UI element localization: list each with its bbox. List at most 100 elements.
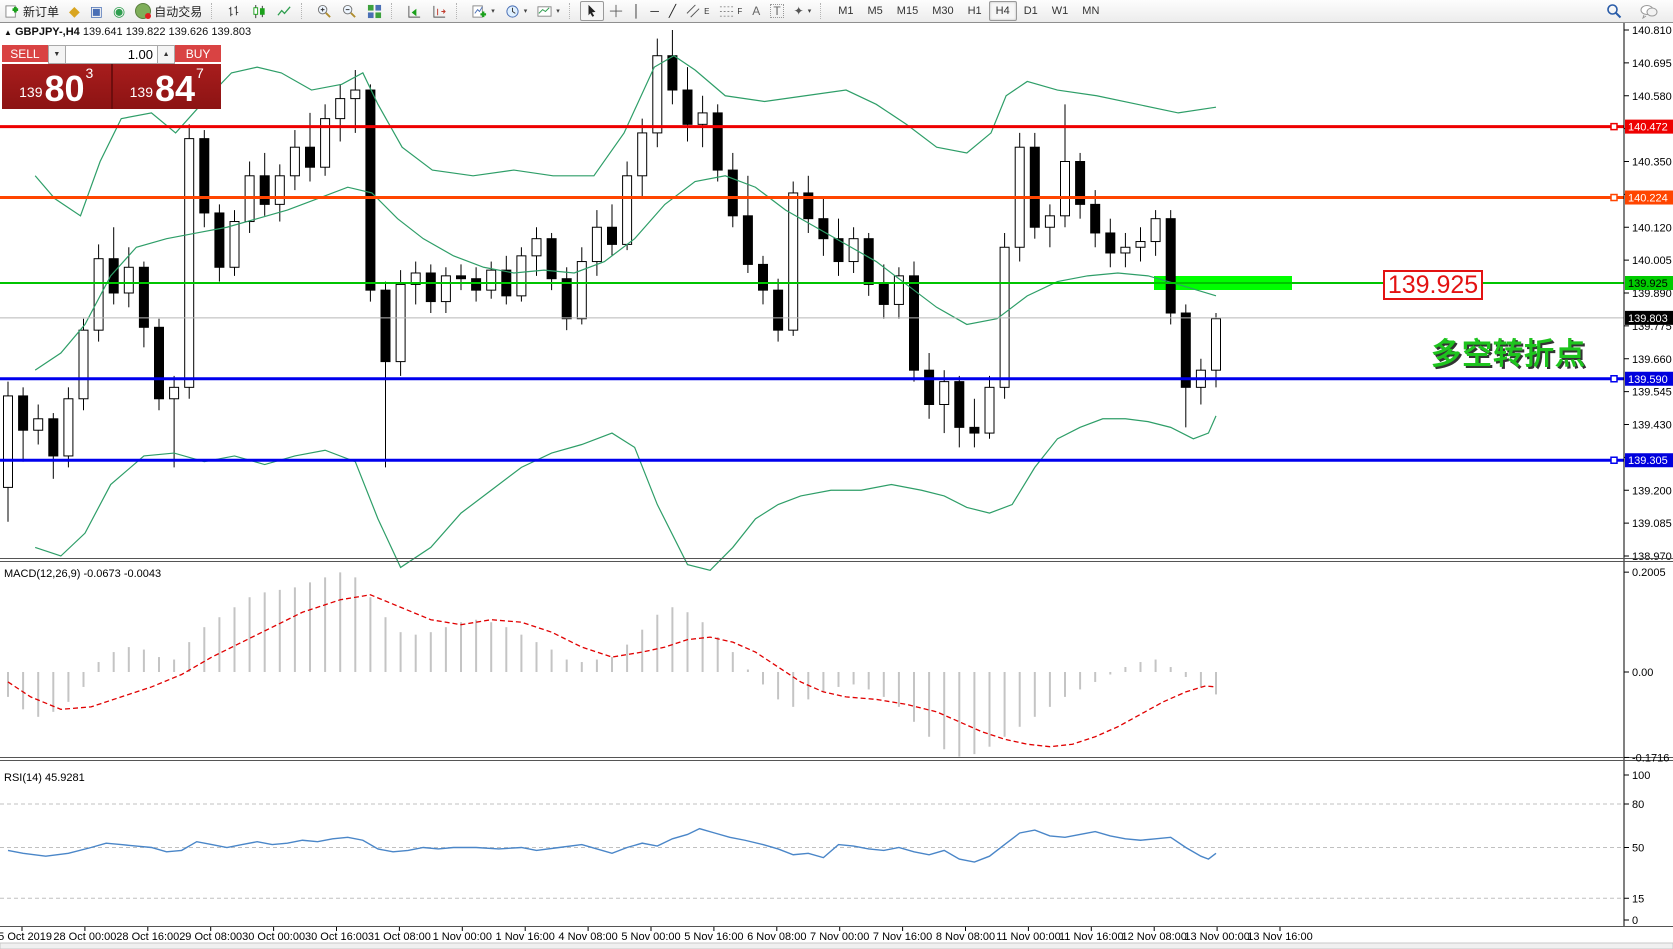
macd-panel: MACD(12,26,9) -0.0673 -0.0043 0.2005 0.00 -… [4,567,1669,764]
timeframe-d1[interactable]: D1 [1023,5,1038,17]
svg-text:15: 15 [1632,893,1644,905]
sell-price-pip: 3 [85,65,94,81]
collapse-arrow-icon[interactable]: ▲ [4,28,12,37]
zoom-out-button[interactable] [337,1,362,21]
symbol-name: GBPJPY-,H4 [14,26,80,38]
signals-button[interactable]: ◉ [108,1,130,21]
timeframe-w1[interactable]: W1 [1051,5,1069,17]
svg-text:100: 100 [1632,770,1650,782]
toolbar-separator [456,3,464,19]
new-chart-button[interactable]: ▣ [85,1,108,21]
sell-price-prefix: 139 [19,84,43,100]
trendline-button[interactable]: ╱ [664,1,681,21]
svg-text:139.305: 139.305 [1628,455,1668,467]
svg-text:140.580: 140.580 [1632,91,1672,103]
horizontal-scrollbar [0,942,1673,949]
new-order-button[interactable]: 新订单 [0,1,64,21]
horizontal-line-icon: ─ [650,4,659,18]
sell-price[interactable]: 139 80 3 [2,64,113,109]
fibonacci-button[interactable]: F [714,1,747,21]
volume-down-button[interactable]: ▼ [47,45,66,64]
timeframe-m5[interactable]: M5 [867,5,883,17]
svg-text:29 Oct 08:00: 29 Oct 08:00 [179,931,242,943]
chevron-down-icon: ▾ [491,8,495,15]
new-order-icon [5,4,19,18]
svg-text:28 Oct 00:00: 28 Oct 00:00 [53,931,116,943]
svg-text:13 Nov 00:00: 13 Nov 00:00 [1184,931,1249,943]
toolbar-separator [820,3,828,19]
toolbar-separator [568,3,577,19]
text-label-button[interactable]: T [765,1,788,21]
line-chart-icon [277,5,291,16]
auto-trading-icon [135,3,152,19]
equidistant-channel-button[interactable]: E [681,1,714,21]
line-chart-button[interactable] [272,1,297,21]
templates-button[interactable]: ▾ [532,1,565,21]
text-icon: A [752,4,761,18]
chat-button[interactable] [1635,1,1663,21]
svg-text:140.695: 140.695 [1632,58,1672,70]
indicators-button[interactable]: ▾ [467,1,500,21]
cursor-button[interactable] [579,1,604,21]
chart-shift-button[interactable] [427,1,452,21]
timeframe-m15[interactable]: M15 [896,5,919,17]
svg-text:1 Nov 00:00: 1 Nov 00:00 [433,931,492,943]
vertical-line-icon: │ [632,4,641,18]
timeframe-m30[interactable]: M30 [932,5,954,17]
volume-up-button[interactable]: ▲ [157,45,176,64]
buy-price[interactable]: 139 84 7 [113,64,222,109]
search-icon [1607,4,1622,19]
zoom-in-button[interactable] [312,1,337,21]
svg-text:139.590: 139.590 [1628,374,1668,386]
candle-chart-button[interactable] [247,1,272,21]
candle-chart-icon [253,4,265,18]
svg-text:0: 0 [1632,915,1638,927]
periods-button[interactable]: ▾ [500,1,533,21]
one-click-trading-panel: SELL ▼ ▲ BUY 139 80 3 139 84 7 [2,45,221,109]
timeframe-mn[interactable]: MN [1082,5,1100,17]
quote-close: 139.803 [211,26,252,38]
svg-text:25 Oct 2019: 25 Oct 2019 [0,931,52,943]
zoom-in-icon [318,4,332,18]
svg-text:139.200: 139.200 [1632,485,1672,497]
arrows-button[interactable]: ✦ ▾ [789,1,817,21]
tile-windows-button[interactable] [362,1,387,21]
timeframe-h1[interactable]: H1 [967,5,982,17]
svg-text:11 Nov 00:00: 11 Nov 00:00 [996,931,1061,943]
svg-text:140.120: 140.120 [1632,222,1672,234]
svg-text:-0.1716: -0.1716 [1632,752,1669,764]
vertical-line-button[interactable]: │ [628,1,646,21]
new-order-label: 新订单 [23,4,60,19]
horizontal-line-button[interactable]: ─ [645,1,664,21]
text-button[interactable]: A [747,1,765,21]
auto-trading-button[interactable]: 自动交易 [130,1,207,21]
toolbar: 新订单 ◆ ▣ ◉ 自动交易 ▾ [0,0,1673,23]
bar-chart-button[interactable] [222,1,247,21]
svg-text:80: 80 [1632,799,1644,811]
svg-text:139.890: 139.890 [1632,288,1672,300]
svg-text:5 Nov 00:00: 5 Nov 00:00 [621,931,680,943]
profiles-button[interactable]: ◆ [64,1,85,21]
channel-letter: E [704,6,710,16]
svg-text:1 Nov 16:00: 1 Nov 16:00 [496,931,555,943]
sell-button[interactable]: SELL [2,45,48,64]
volume-input[interactable] [66,45,157,64]
text-label-icon: T [770,4,784,18]
timeframe-h4[interactable]: H4 [988,1,1017,21]
auto-scroll-button[interactable] [402,1,427,21]
svg-text:140.005: 140.005 [1632,255,1672,267]
timeframe-m1[interactable]: M1 [838,5,854,17]
search-button[interactable] [1601,1,1627,21]
svg-text:140.810: 140.810 [1632,25,1672,37]
svg-text:12 Nov 08:00: 12 Nov 08:00 [1121,931,1186,943]
buy-button[interactable]: BUY [175,45,221,64]
clock-icon [506,4,519,18]
chat-icon [1640,5,1658,19]
signals-icon: ◉ [113,3,126,19]
macd-signal-line [7,594,1217,748]
bar-chart-icon [229,5,239,16]
crosshair-button[interactable] [604,1,628,21]
